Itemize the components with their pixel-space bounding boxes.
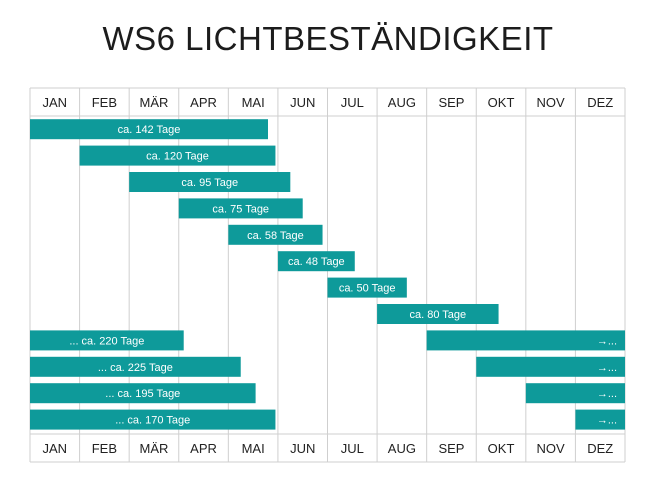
month-label-top: OKT: [488, 95, 515, 110]
bar-continuation-label: →...: [597, 335, 617, 347]
bar-continuation-label: →...: [597, 415, 617, 427]
month-label-top: JUN: [290, 95, 315, 110]
bar-continuation: [476, 356, 625, 377]
bar-continuation: [575, 409, 625, 430]
month-label-bottom: MÄR: [140, 441, 169, 456]
month-label-top: SEP: [438, 95, 464, 110]
month-label-bottom: DEZ: [587, 441, 613, 456]
month-label-bottom: JUN: [290, 441, 315, 456]
month-label-top: JAN: [43, 95, 68, 110]
month-label-top: MAI: [242, 95, 265, 110]
bar-continuation-label: →...: [597, 362, 617, 374]
bar-continuation-label: →...: [597, 388, 617, 400]
bar-label: ca. 75 Tage: [212, 203, 269, 215]
month-label-bottom: JAN: [43, 441, 68, 456]
bar: [30, 409, 276, 430]
bar-label: ca. 58 Tage: [247, 230, 304, 242]
chart-title: WS6 LICHTBESTÄNDIGKEIT: [102, 20, 554, 57]
month-label-bottom: SEP: [438, 441, 464, 456]
bar-label: ca. 48 Tage: [288, 256, 345, 268]
bar: [327, 277, 407, 298]
bar: [30, 119, 268, 140]
bar: [277, 251, 355, 272]
month-label-bottom: FEB: [92, 441, 117, 456]
bar-label: ... ca. 220 Tage: [69, 335, 144, 347]
bar-label: ... ca. 195 Tage: [105, 388, 180, 400]
grid: [29, 87, 626, 463]
bar-label: ... ca. 170 Tage: [115, 415, 190, 427]
bar: [129, 172, 291, 192]
month-label-bottom: AUG: [388, 441, 416, 456]
bar-label: ca. 80 Tage: [409, 309, 466, 321]
month-label-bottom: JUL: [341, 441, 364, 456]
month-label-bottom: MAI: [242, 441, 265, 456]
month-labels-bottom: JAN FEB MÄR APR MAI JUN JUL AUG SEP OKT NOV DEZ: [43, 441, 614, 456]
bar-label: ca. 50 Tage: [339, 283, 396, 295]
bar-label: ca. 120 Tage: [146, 151, 209, 163]
bar: [178, 198, 303, 219]
month-label-bottom: NOV: [537, 441, 566, 456]
bars: ca. 142 Tage ca. 120 Tage ca. 95 Tage ca. 7…: [30, 119, 625, 430]
month-label-top: DEZ: [587, 95, 613, 110]
bar-continuation: [426, 330, 625, 351]
bar: [228, 224, 323, 245]
month-label-bottom: APR: [190, 441, 217, 456]
bar-continuation: [525, 383, 625, 404]
month-labels-top: JAN FEB MÄR APR MAI JUN JUL AUG SEP OKT NOV DEZ: [43, 95, 614, 110]
month-label-top: MÄR: [140, 95, 169, 110]
bar: [79, 145, 276, 166]
month-label-top: AUG: [388, 95, 416, 110]
bar-label: ... ca. 225 Tage: [98, 362, 173, 374]
month-label-top: JUL: [341, 95, 364, 110]
bar-label: ca. 142 Tage: [118, 124, 181, 136]
month-label-top: NOV: [537, 95, 566, 110]
month-label-top: APR: [190, 95, 217, 110]
month-label-top: FEB: [92, 95, 117, 110]
bar-label: ca. 95 Tage: [181, 177, 238, 189]
bar: [30, 330, 184, 351]
bar: [30, 356, 241, 377]
month-label-bottom: OKT: [488, 441, 515, 456]
bar: [377, 304, 499, 324]
bar: [30, 383, 256, 404]
